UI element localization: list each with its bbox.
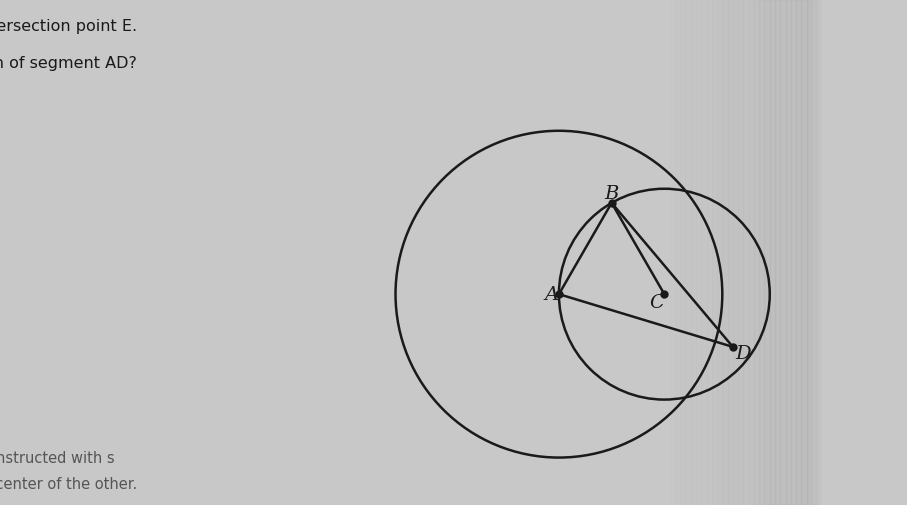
Bar (722, 0, 738, 505)
Bar (759, 0, 775, 505)
Bar (785, 0, 802, 505)
Bar (680, 0, 696, 505)
Bar (806, 0, 823, 505)
Text: a.  The 2 circles intersect at point B.  Label the other intersection point E.: a. The 2 circles intersect at point B. L… (0, 19, 137, 34)
Bar (664, 0, 680, 505)
Text: b.  How does the length of segment CE compare to the length of segment AD?: b. How does the length of segment CE com… (0, 56, 137, 71)
Bar (733, 0, 748, 505)
Text: C: C (649, 293, 665, 311)
Bar (707, 0, 722, 505)
Bar (744, 0, 759, 505)
Text: A: A (544, 286, 559, 304)
Bar (748, 0, 765, 505)
Bar (738, 0, 754, 505)
Text: B: B (604, 185, 619, 203)
Text: one circle, and C is the center of the other.: one circle, and C is the center of the o… (0, 477, 137, 491)
Bar (696, 0, 712, 505)
Bar (770, 0, 785, 505)
Bar (717, 0, 733, 505)
Text: 4.  This diagram was constructed with s: 4. This diagram was constructed with s (0, 450, 137, 465)
Bar (796, 0, 812, 505)
Bar (765, 0, 780, 505)
Bar (691, 0, 707, 505)
Bar (727, 0, 744, 505)
Bar (659, 0, 675, 505)
Bar (802, 0, 817, 505)
Bar (669, 0, 686, 505)
Bar (780, 0, 796, 505)
Bar (701, 0, 717, 505)
Bar (754, 0, 770, 505)
Bar (712, 0, 727, 505)
Bar (775, 0, 791, 505)
Bar (791, 0, 806, 505)
Bar (654, 0, 669, 505)
Text: D: D (736, 344, 751, 363)
Bar (675, 0, 691, 505)
Bar (686, 0, 701, 505)
